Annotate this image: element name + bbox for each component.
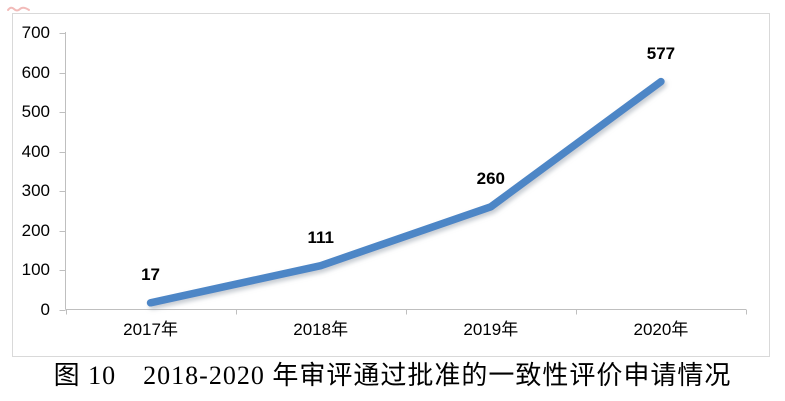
y-tick-label: 700 (21, 23, 50, 42)
chart-plot-frame (12, 13, 770, 357)
x-axis-label: 2018年 (293, 320, 349, 339)
data-label: 17 (141, 264, 161, 284)
y-tick-label: 600 (21, 62, 50, 82)
x-axis-label: 2017年 (123, 320, 178, 339)
x-axis-label: 2019年 (463, 320, 519, 339)
y-tick-label: 100 (21, 260, 50, 279)
y-tick-label: 200 (21, 220, 50, 240)
series-line (146, 77, 665, 307)
y-tick-label: 300 (21, 181, 50, 200)
y-tick-label: 500 (21, 102, 50, 121)
y-tick-label: 0 (40, 299, 50, 319)
data-label: 111 (307, 227, 334, 247)
data-label: 577 (646, 43, 676, 63)
figure-caption: 图 10 2018-2020 年审评通过批准的一致性评价申请情况 (53, 361, 732, 390)
data-label: 260 (476, 168, 505, 188)
y-tick-label: 400 (21, 141, 50, 161)
x-axis-label: 2020年 (633, 320, 689, 339)
red-squiggle-mark (7, 6, 30, 12)
